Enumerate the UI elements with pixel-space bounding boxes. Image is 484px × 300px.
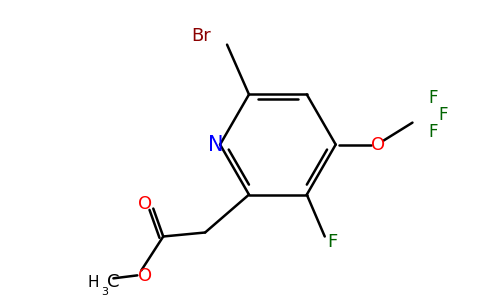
Text: F: F — [439, 106, 448, 124]
Text: 3: 3 — [102, 287, 108, 297]
Text: F: F — [429, 89, 438, 107]
Text: O: O — [138, 195, 152, 213]
Text: F: F — [429, 123, 438, 141]
Text: N: N — [208, 134, 224, 154]
Text: O: O — [371, 136, 385, 154]
Text: Br: Br — [191, 27, 211, 45]
Text: O: O — [138, 267, 152, 285]
Text: C: C — [107, 273, 120, 291]
Text: H: H — [88, 275, 99, 290]
Text: F: F — [328, 233, 338, 251]
